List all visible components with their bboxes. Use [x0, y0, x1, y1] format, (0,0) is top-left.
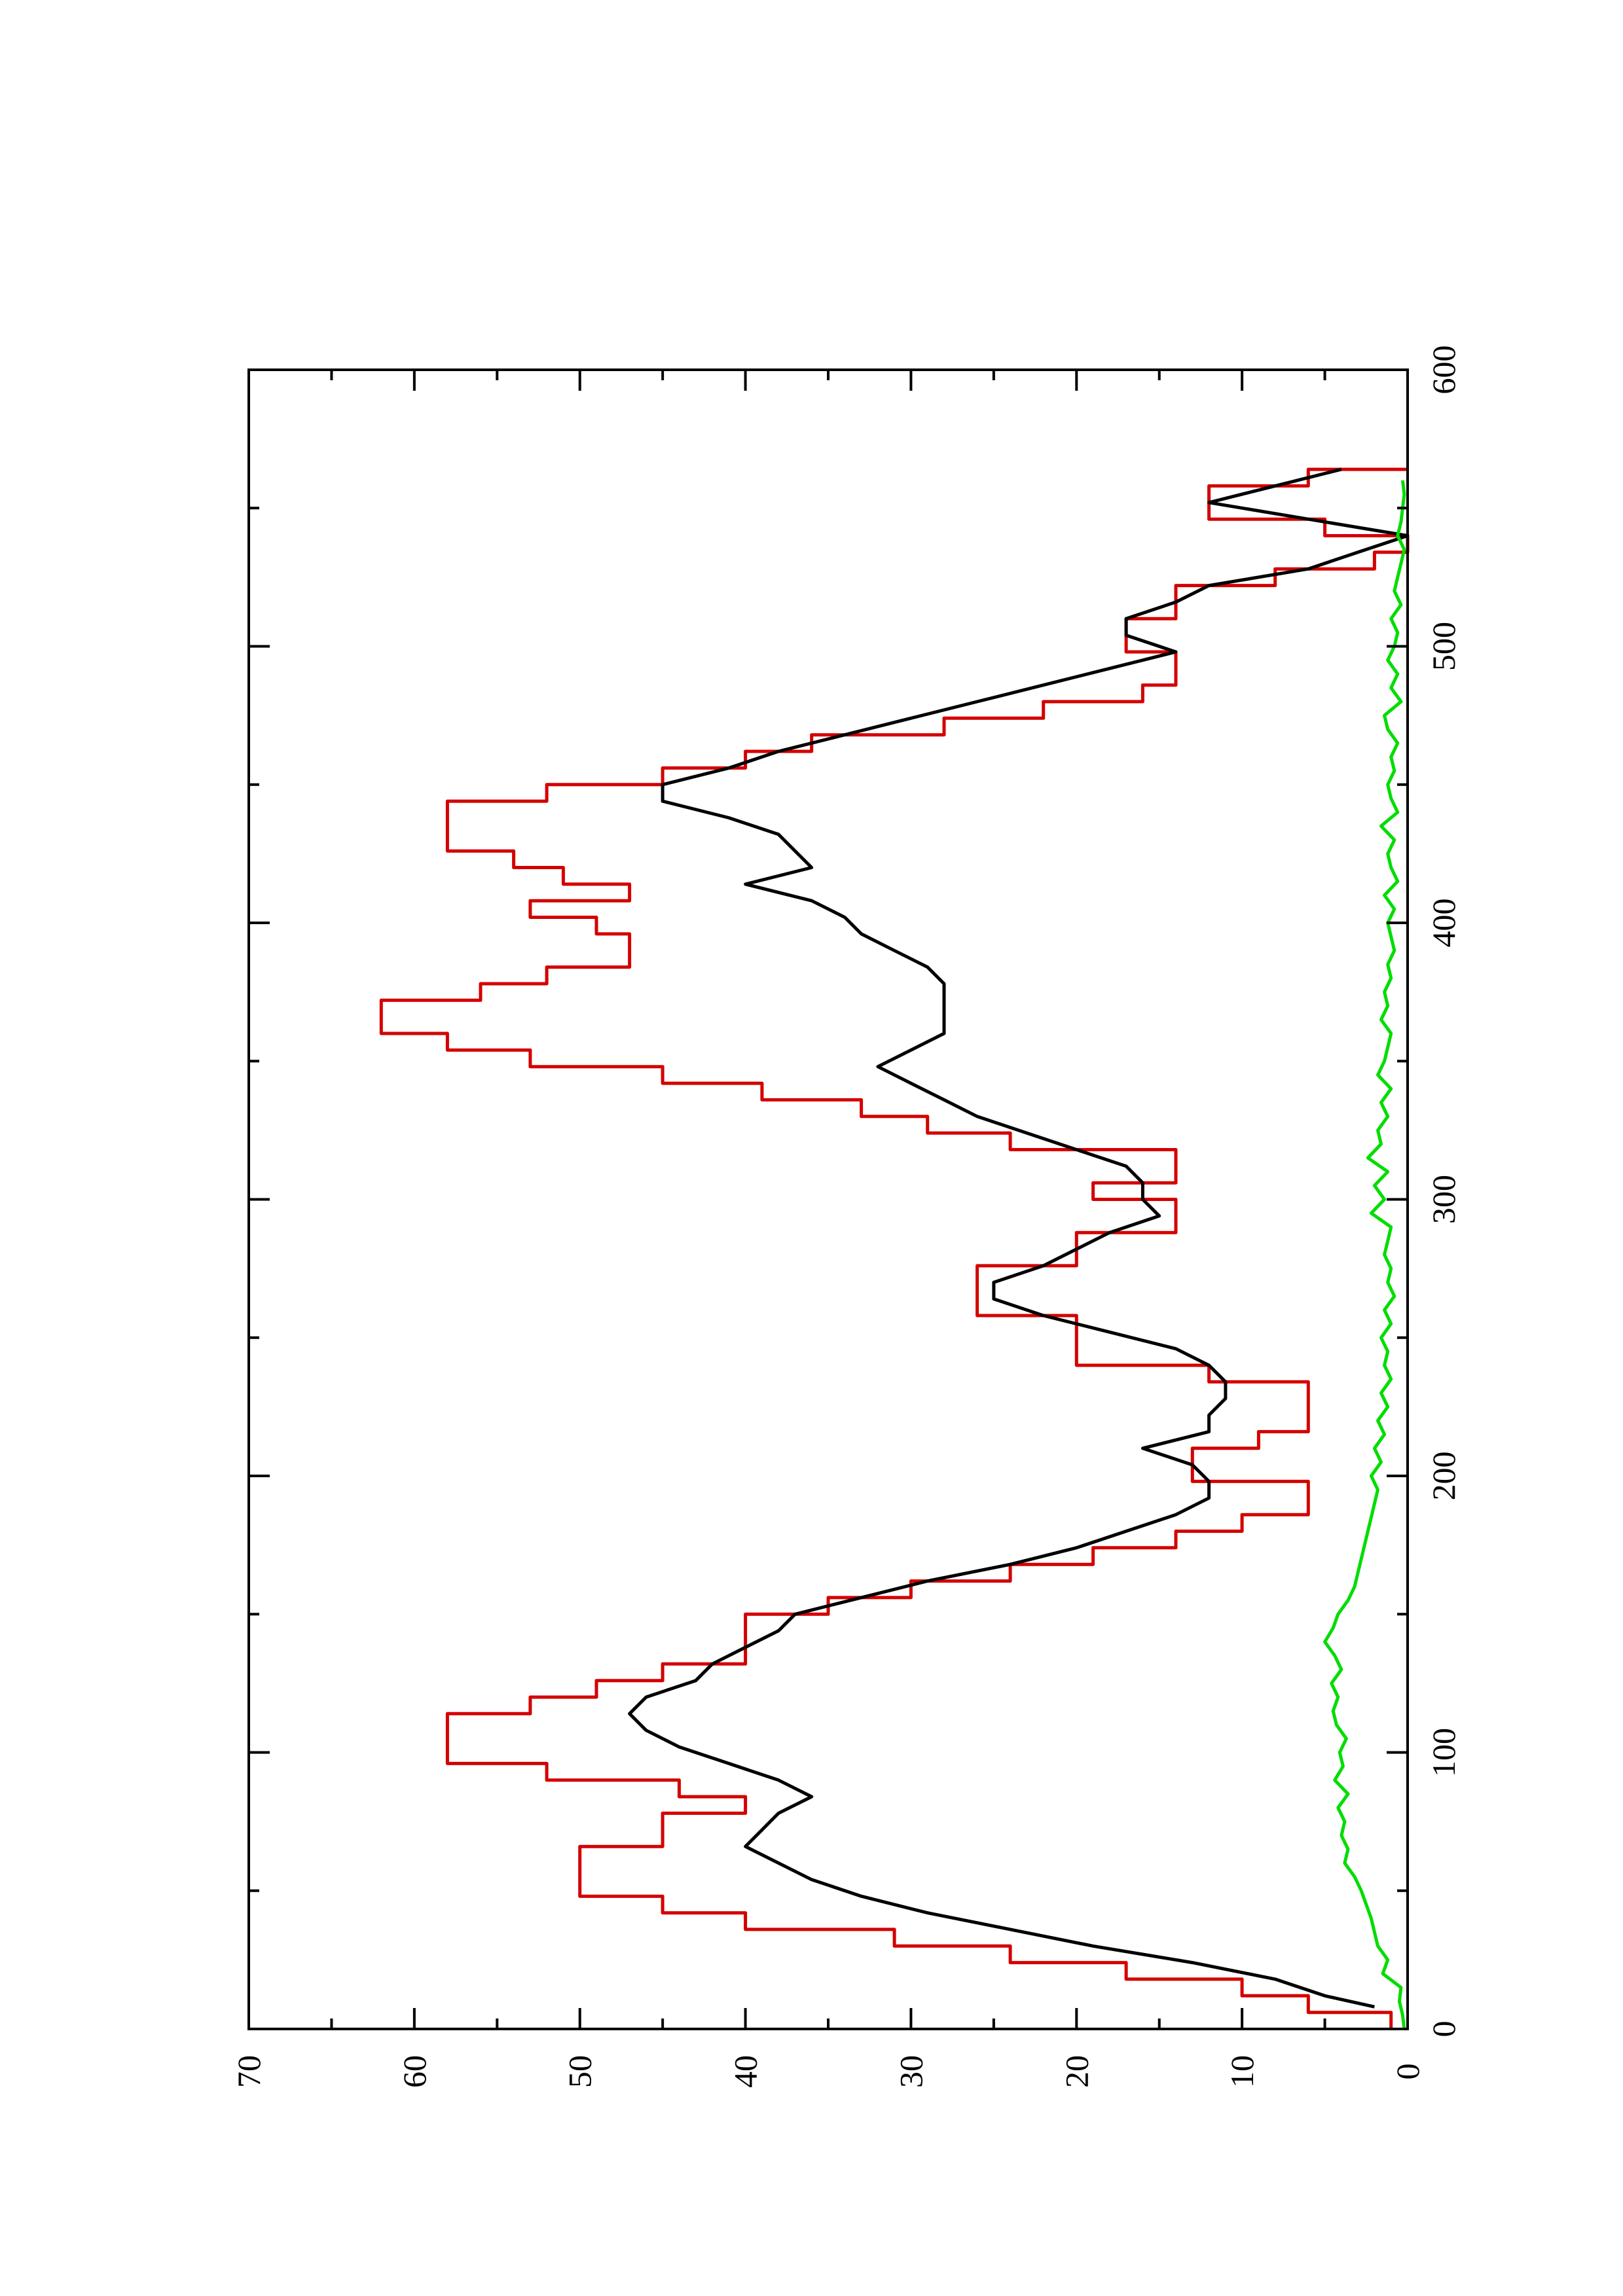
x-tick-label: 100 [1425, 1728, 1462, 1777]
x-tick-label: 200 [1425, 1452, 1462, 1501]
series-line-3 [1323, 480, 1406, 2030]
y-tick-label: 20 [1058, 2055, 1095, 2088]
series-line-2 [628, 467, 1410, 2009]
y-tick-label: 70 [230, 2055, 267, 2088]
plot-frame [247, 368, 1409, 2030]
x-tick-label: 300 [1425, 1175, 1462, 1224]
y-tick-label: 10 [1224, 2055, 1260, 2088]
x-tick-label: 0 [1425, 2021, 1462, 2037]
y-tick-label: 0 [1389, 2064, 1426, 2080]
series-line-1 [379, 467, 1410, 2029]
series-layer [379, 467, 1410, 2030]
x-tick-label: 400 [1425, 899, 1462, 948]
y-tick-label: 60 [396, 2055, 433, 2088]
y-tick-label: 50 [562, 2055, 598, 2088]
y-tick-label: 40 [727, 2055, 764, 2088]
x-tick-label: 500 [1425, 622, 1462, 671]
y-tick-label: 30 [892, 2055, 929, 2088]
ticks-layer: 0 100 200 300 400 500 600 0 10 20 30 40 50 60 70 [230, 346, 1462, 2089]
x-tick-label: 600 [1425, 346, 1462, 395]
